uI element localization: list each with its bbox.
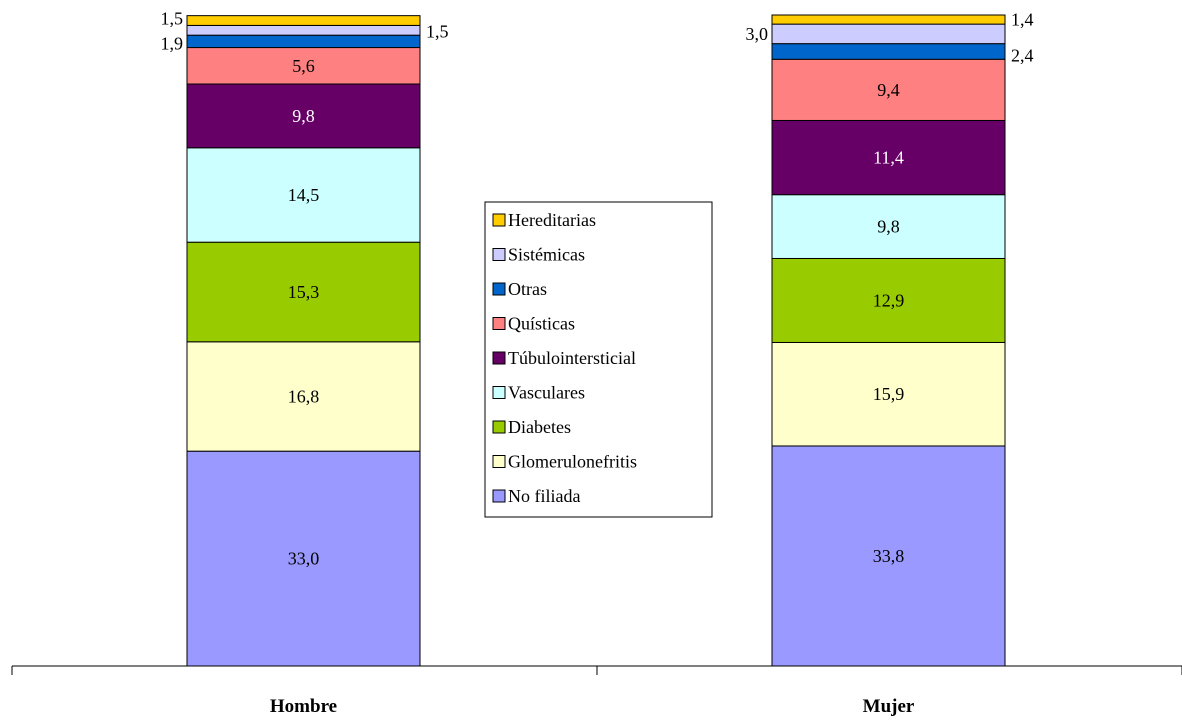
- data-label-mujer-vasculares: 9,8: [877, 217, 900, 237]
- bar-segment-mujer-quisticas: [771, 58, 1006, 121]
- bar-segment-mujer-glomerulonefritis: [771, 341, 1006, 447]
- legend-swatch-no-filiada: [492, 489, 506, 503]
- legend-swatch-vasculares: [492, 386, 506, 399]
- category-label-hombre: Hombre: [270, 696, 337, 717]
- bar-segment-hombre-sistemicas: [186, 24, 421, 36]
- bar-segment-mujer-no-filiada: [771, 445, 1006, 667]
- bar-segment-mujer-sistemicas: [771, 23, 1006, 45]
- data-label-hombre-no-filiada: 33,0: [288, 549, 320, 569]
- data-label-mujer-tubulointersticial: 11,4: [873, 148, 904, 168]
- bar-segment-hombre-otras: [186, 34, 421, 49]
- bar-segment-hombre-no-filiada: [186, 450, 421, 667]
- legend-swatch-hereditarias: [492, 213, 506, 227]
- legend-swatch-glomerulonefritis: [492, 455, 506, 468]
- data-label-hombre-quisticas: 5,6: [292, 56, 315, 76]
- legend-label-sistemicas: Sistémicas: [508, 245, 585, 265]
- legend-label-quisticas: Quísticas: [508, 314, 575, 334]
- data-label-hombre-hereditarias: 1,5: [161, 9, 184, 29]
- data-label-hombre-sistemicas: 1,5: [426, 21, 449, 41]
- legend-swatch-sistemicas: [492, 248, 506, 261]
- legend-swatch-tubulointersticial: [492, 351, 506, 365]
- data-label-mujer-sistemicas: 3,0: [746, 24, 769, 44]
- data-label-hombre-diabetes: 15,3: [288, 282, 320, 302]
- bar-segment-mujer-hereditarias: [771, 14, 1006, 25]
- data-label-hombre-tubulointersticial: 9,8: [292, 106, 315, 126]
- data-label-mujer-otras: 2,4: [1011, 45, 1034, 65]
- bar-segment-mujer-vasculares: [771, 194, 1006, 259]
- data-label-mujer-hereditarias: 1,4: [1011, 10, 1034, 30]
- data-label-mujer-diabetes: 12,9: [873, 290, 905, 310]
- bar-segment-mujer-tubulointersticial: [771, 119, 1006, 196]
- bar-segment-hombre-quisticas: [186, 47, 421, 85]
- bar-segment-hombre-tubulointersticial: [186, 83, 421, 149]
- bar-segment-mujer-otras: [771, 43, 1006, 60]
- legend-swatch-diabetes: [492, 420, 506, 434]
- data-label-mujer-quisticas: 9,4: [877, 80, 900, 100]
- legend-box: [484, 201, 713, 518]
- bar-segment-mujer-diabetes: [771, 257, 1006, 343]
- legend-label-no-filiada: No filiada: [508, 486, 580, 506]
- data-label-hombre-otras: 1,9: [161, 33, 184, 53]
- bar-segment-hombre-diabetes: [186, 241, 421, 343]
- legend-label-tubulointersticial: Túbulointersticial: [508, 348, 636, 368]
- category-label-mujer: Mujer: [863, 696, 915, 717]
- data-label-mujer-glomerulonefritis: 15,9: [873, 384, 905, 404]
- legend-label-vasculares: Vasculares: [508, 383, 585, 403]
- bar-segment-hombre-hereditarias: [186, 15, 421, 26]
- bar-segment-hombre-vasculares: [186, 147, 421, 243]
- legend-label-glomerulonefritis: Glomerulonefritis: [508, 452, 637, 472]
- legend-label-otras: Otras: [508, 279, 547, 299]
- legend-swatch-quisticas: [492, 317, 506, 330]
- data-label-hombre-glomerulonefritis: 16,8: [288, 386, 320, 406]
- legend-swatch-otras: [492, 282, 506, 296]
- legend-label-hereditarias: Hereditarias: [508, 210, 596, 230]
- data-label-hombre-vasculares: 14,5: [288, 185, 320, 205]
- data-label-mujer-no-filiada: 33,8: [873, 546, 905, 566]
- legend-label-diabetes: Diabetes: [508, 417, 571, 437]
